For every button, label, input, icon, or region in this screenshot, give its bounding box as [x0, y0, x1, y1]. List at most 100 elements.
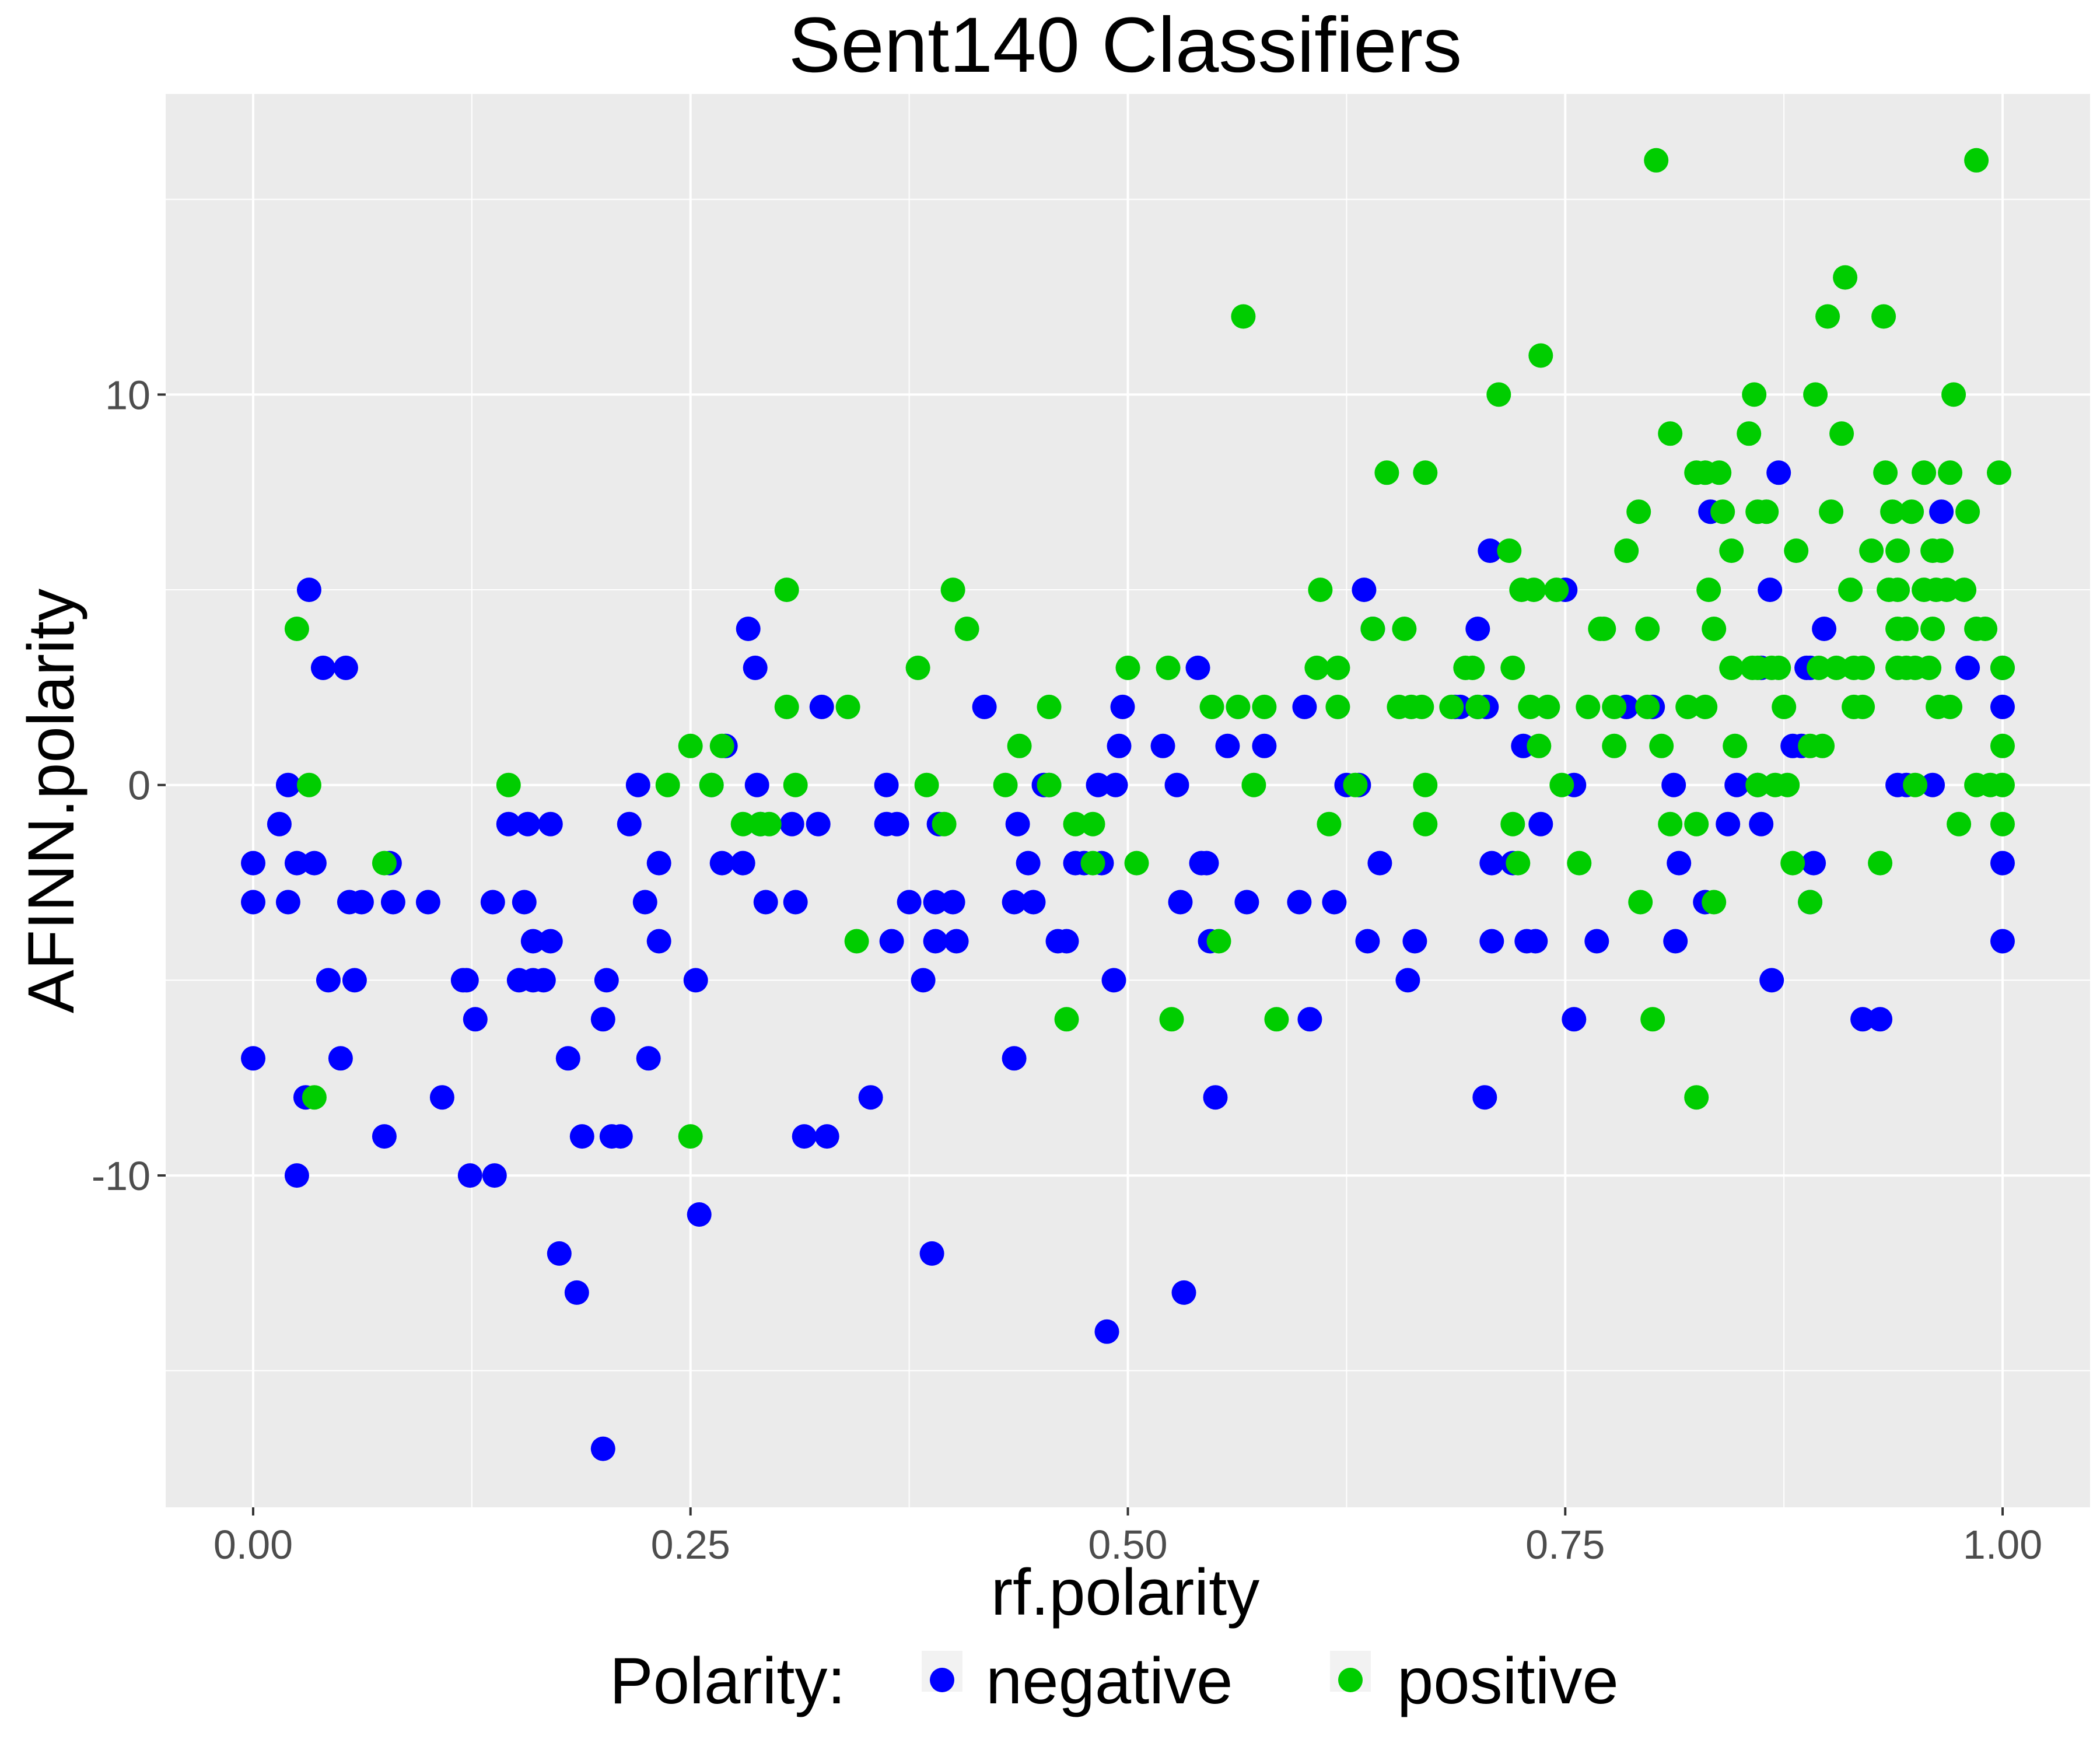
data-point-negative — [1086, 772, 1111, 797]
data-point-positive — [1124, 850, 1149, 876]
data-point-positive — [1894, 617, 1919, 641]
data-point-positive — [1460, 655, 1485, 680]
data-point-negative — [267, 811, 292, 836]
data-point-negative — [709, 850, 734, 876]
data-point-positive — [1838, 578, 1863, 603]
data-point-positive — [1850, 694, 1875, 719]
data-point-negative — [1766, 460, 1791, 485]
data-point-negative — [1990, 694, 2015, 719]
data-point-negative — [1759, 968, 1784, 993]
data-point-positive — [1549, 772, 1574, 797]
data-point-positive — [1742, 382, 1767, 407]
data-point-negative — [1194, 850, 1219, 876]
chart-title: Sent140 Classifiers — [789, 2, 1462, 89]
data-point-positive — [1308, 578, 1333, 603]
data-point-positive — [1929, 538, 1954, 564]
data-point-negative — [482, 1163, 507, 1188]
data-point-negative — [520, 929, 545, 954]
data-points — [241, 148, 2015, 1461]
data-point-positive — [1500, 811, 1525, 836]
data-point-negative — [1367, 850, 1392, 876]
data-point-negative — [1920, 772, 1945, 797]
data-point-positive — [1934, 578, 1959, 603]
data-point-positive — [678, 733, 703, 758]
data-point-positive — [1766, 655, 1791, 680]
data-point-negative — [1812, 617, 1837, 641]
data-point-negative — [480, 890, 505, 915]
data-point-negative — [496, 811, 521, 836]
data-point-positive — [905, 655, 930, 680]
data-point-positive — [1745, 772, 1770, 797]
data-point-positive — [1392, 617, 1417, 641]
data-point-negative — [897, 890, 922, 915]
data-point-negative — [415, 890, 440, 915]
data-point-positive — [1413, 772, 1438, 797]
data-point-negative — [1479, 929, 1504, 954]
data-point-positive — [1658, 811, 1683, 836]
legend-label-negative: negative — [986, 1644, 1233, 1717]
data-point-positive — [940, 578, 965, 603]
data-point-negative — [944, 929, 969, 954]
data-point-negative — [940, 890, 965, 915]
data-point-positive — [1807, 655, 1832, 680]
data-point-negative — [806, 811, 831, 836]
data-point-positive — [1723, 733, 1748, 758]
data-point-negative — [1523, 929, 1548, 954]
data-point-positive — [1635, 694, 1660, 719]
y-tick-label: -10 — [92, 1153, 150, 1199]
data-point-positive — [1644, 148, 1669, 173]
data-point-negative — [1478, 538, 1503, 564]
data-point-negative — [275, 772, 300, 797]
data-point-positive — [1506, 850, 1531, 876]
data-point-negative — [1107, 733, 1132, 758]
data-point-positive — [1938, 460, 1963, 485]
data-point-positive — [1486, 382, 1511, 407]
x-tick-label: 0.00 — [214, 1522, 293, 1567]
data-point-positive — [1719, 538, 1744, 564]
data-point-negative — [1215, 733, 1240, 758]
data-point-negative — [687, 1202, 712, 1227]
data-point-negative — [310, 655, 335, 680]
data-point-positive — [1784, 538, 1809, 564]
data-point-negative — [429, 1085, 454, 1110]
data-point-positive — [1063, 811, 1088, 836]
data-point-positive — [1880, 499, 1905, 524]
y-tick-label: 0 — [128, 763, 150, 808]
data-point-positive — [1737, 421, 1762, 446]
data-point-positive — [1964, 148, 1989, 173]
data-point-positive — [1500, 655, 1525, 680]
legend-marker-negative — [930, 1668, 954, 1692]
data-point-positive — [1938, 694, 1963, 719]
data-point-negative — [814, 1124, 839, 1149]
data-point-negative — [349, 890, 374, 915]
data-point-negative — [625, 772, 650, 797]
data-point-positive — [1640, 1007, 1665, 1032]
data-point-negative — [316, 968, 341, 993]
data-point-positive — [1675, 694, 1700, 719]
data-point-positive — [1544, 578, 1569, 603]
data-point-positive — [1658, 421, 1683, 446]
data-point-negative — [302, 850, 327, 876]
data-point-positive — [1413, 460, 1438, 485]
data-point-negative — [1252, 733, 1277, 758]
data-point-negative — [1002, 1046, 1027, 1071]
data-point-negative — [531, 968, 556, 993]
data-point-negative — [1749, 811, 1774, 836]
data-point-negative — [1287, 890, 1312, 915]
data-point-negative — [284, 850, 309, 876]
data-point-positive — [1439, 694, 1464, 719]
data-point-positive — [1241, 772, 1266, 797]
data-point-negative — [1322, 890, 1347, 915]
data-point-positive — [1990, 772, 2015, 797]
major-gridlines — [166, 94, 2090, 1507]
data-point-positive — [1772, 694, 1797, 719]
data-point-positive — [1990, 655, 2015, 680]
x-tick-label: 0.75 — [1525, 1522, 1605, 1567]
x-axis-ticks: 0.00 0.25 0.50 0.75 1.00 — [214, 1507, 2042, 1567]
data-point-positive — [1696, 578, 1721, 603]
data-point-positive — [774, 578, 799, 603]
data-point-positive — [1080, 811, 1105, 836]
data-point-negative — [1929, 499, 1954, 524]
data-point-negative — [1584, 929, 1609, 954]
data-point-negative — [884, 811, 909, 836]
